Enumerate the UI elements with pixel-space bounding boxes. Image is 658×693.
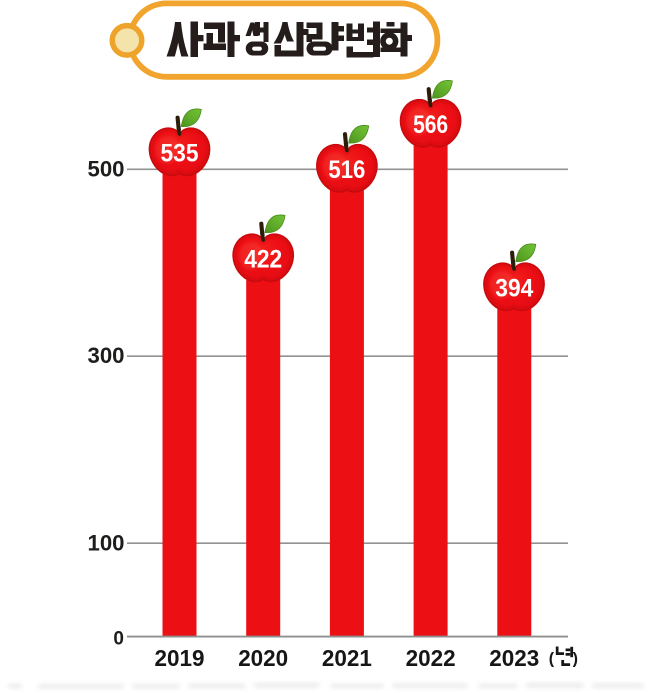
- svg-text:): ): [573, 651, 578, 668]
- svg-text:394: 394: [495, 274, 533, 302]
- svg-text:2021: 2021: [322, 645, 372, 671]
- svg-text:566: 566: [413, 111, 448, 139]
- svg-text:0: 0: [113, 629, 124, 650]
- svg-text:535: 535: [161, 139, 199, 167]
- svg-text:2019: 2019: [155, 645, 205, 671]
- svg-text:500: 500: [88, 157, 125, 182]
- svg-text:100: 100: [88, 531, 125, 556]
- svg-text:300: 300: [88, 343, 125, 368]
- svg-text:2023: 2023: [489, 645, 539, 671]
- svg-text:516: 516: [328, 156, 365, 184]
- svg-text:2022: 2022: [406, 645, 456, 671]
- svg-text:(: (: [549, 651, 555, 668]
- svg-text:422: 422: [244, 245, 282, 273]
- svg-text:2020: 2020: [238, 645, 288, 671]
